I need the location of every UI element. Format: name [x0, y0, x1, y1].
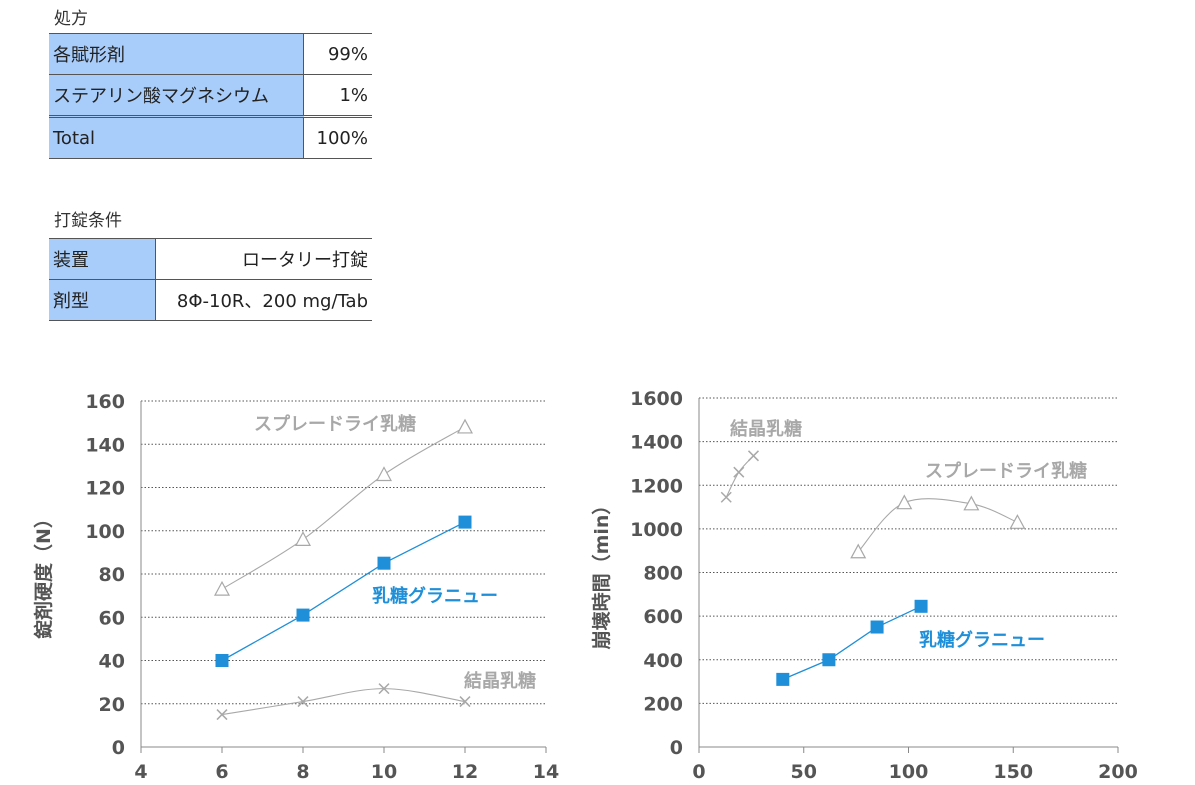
y-tick-label: 80 [99, 564, 125, 586]
table-row: ステアリン酸マグネシウム 1% [49, 74, 372, 117]
chart-2: 0 200 400 600 800 1000 1200 1400 1600 0 50 100 150 20… [590, 388, 1138, 783]
y-tick-label: 200 [643, 693, 683, 715]
formulation-table: 各賦形剤 99% ステアリン酸マグネシウム 1% Total 100% [49, 33, 372, 159]
x-tick-label: 6 [215, 761, 228, 783]
row-value: 1% [303, 74, 372, 117]
y-tick-label: 0 [670, 737, 683, 759]
y-tick-label: 0 [112, 737, 125, 759]
data-point [822, 653, 836, 667]
y-tick-label: 100 [85, 521, 125, 543]
x-tick-label: 12 [452, 761, 478, 783]
table-row: 各賦形剤 99% [49, 33, 372, 75]
table-row: 剤型 8Φ-10R、200 mg/Tab [49, 279, 372, 321]
series-line [857, 498, 1018, 553]
series-label: 結晶乳糖 [730, 418, 802, 440]
y-tick-label: 40 [99, 651, 125, 673]
x-tick-label: 50 [791, 761, 817, 783]
data-point [747, 450, 760, 462]
y-tick-label: 400 [643, 650, 683, 672]
x-tick-label: 100 [889, 761, 929, 783]
y-axis-title: 錠剤硬度（N） [32, 509, 55, 639]
data-point [914, 599, 928, 613]
data-point [296, 608, 310, 622]
y-tick-label: 1600 [630, 388, 683, 410]
data-point [297, 696, 309, 708]
series-label: 乳糖グラニュー [372, 585, 498, 607]
y-tick-label: 800 [643, 563, 683, 585]
data-point [294, 531, 312, 547]
data-point [776, 672, 790, 686]
row-label: 剤型 [49, 279, 156, 321]
series: スプレードライ乳糖 [213, 413, 474, 596]
series: 結晶乳糖 [720, 418, 802, 503]
data-point [215, 654, 229, 667]
table-row-total: Total 100% [49, 115, 372, 159]
data-point [378, 683, 390, 695]
series-line [725, 455, 754, 498]
y-tick-label: 140 [85, 434, 125, 456]
data-point [375, 466, 393, 482]
data-point [850, 543, 867, 559]
chart-1: 0 20 40 60 80 100 120 140 160 4 6 8 10 12 14 錠剤硬度（N） スプレ… [32, 391, 559, 783]
data-point [216, 709, 228, 721]
y-tick-label: 160 [85, 391, 125, 413]
data-point [459, 696, 471, 708]
data-point [720, 491, 732, 503]
y-tick-label: 600 [643, 606, 683, 628]
series-line [221, 688, 466, 716]
series-label: スプレードライ乳糖 [254, 413, 416, 435]
row-label: ステアリン酸マグネシウム [49, 74, 304, 117]
conditions-caption: 打錠条件 [54, 211, 122, 231]
y-tick-label: 120 [85, 478, 125, 500]
row-value: 99% [303, 33, 372, 75]
data-point [213, 580, 231, 596]
x-tick-label: 8 [296, 761, 309, 783]
series: スプレードライ乳糖 [850, 460, 1087, 559]
data-point [963, 495, 980, 511]
row-label: 各賦形剤 [49, 33, 304, 75]
row-value: 8Φ-10R、200 mg/Tab [155, 279, 372, 321]
data-point [456, 418, 474, 434]
y-tick-label: 1400 [630, 432, 683, 454]
x-tick-label: 0 [692, 761, 705, 783]
series: 乳糖グラニュー [215, 515, 498, 667]
table-row: 装置 ロータリー打錠 [49, 238, 372, 280]
y-tick-label: 1000 [630, 519, 683, 541]
formulation-caption: 処方 [54, 9, 88, 29]
series-label: スプレードライ乳糖 [925, 460, 1087, 482]
conditions-table: 装置 ロータリー打錠 剤型 8Φ-10R、200 mg/Tab [49, 238, 372, 321]
x-tick-label: 200 [1098, 761, 1138, 783]
series-line [221, 426, 466, 590]
series: 結晶乳糖 [216, 670, 536, 721]
y-tick-label: 20 [99, 694, 125, 716]
series-label: 結晶乳糖 [464, 670, 536, 692]
x-tick-label: 4 [134, 761, 147, 783]
data-point [458, 515, 472, 529]
y-tick-label: 60 [99, 607, 125, 629]
data-point [1009, 514, 1026, 529]
row-value: 100% [303, 115, 372, 159]
x-tick-label: 14 [533, 761, 559, 783]
data-point [377, 556, 391, 570]
y-axis-title: 崩壊時間（min） [590, 496, 613, 650]
data-point [896, 494, 913, 510]
data-point [870, 620, 884, 634]
row-value: ロータリー打錠 [155, 238, 372, 280]
series-label: 乳糖グラニュー [919, 629, 1045, 651]
x-tick-label: 10 [371, 761, 397, 783]
series-line [782, 605, 922, 680]
y-tick-label: 1200 [630, 475, 683, 497]
x-tick-label: 150 [993, 761, 1033, 783]
series-line [221, 521, 466, 662]
row-label: 装置 [49, 238, 156, 280]
data-point [733, 466, 745, 478]
series: 乳糖グラニュー [776, 599, 1045, 686]
row-label: Total [49, 115, 304, 159]
